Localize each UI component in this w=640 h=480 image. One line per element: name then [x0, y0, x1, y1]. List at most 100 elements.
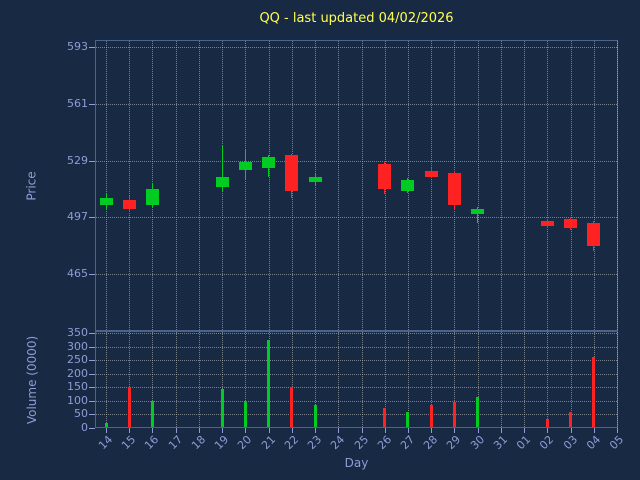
price-panel — [95, 40, 618, 331]
candle-body-day-04 — [587, 222, 601, 246]
price-tick-mark — [89, 103, 95, 105]
volume-tick-label-50: 50 — [74, 407, 88, 421]
volume-tick-label-0: 0 — [81, 421, 88, 434]
grid-line-horizontal — [96, 346, 617, 348]
candle-body-day-27 — [401, 180, 415, 191]
volume-tick-mark — [89, 346, 95, 348]
x-tick-mark — [593, 428, 595, 433]
x-tick-mark — [129, 428, 131, 433]
x-tick-mark — [106, 428, 107, 433]
x-axis-label: Day — [344, 456, 369, 470]
volume-bar-day-03 — [569, 411, 573, 427]
candle-wick-day-30 — [477, 206, 479, 223]
candle-body-day-16 — [145, 189, 159, 206]
volume-tick-label-350: 350 — [67, 326, 88, 339]
x-tick-mark — [338, 428, 340, 433]
grid-line-vertical — [361, 41, 363, 330]
volume-bar-day-26 — [383, 407, 387, 427]
volume-bar-day-15 — [127, 387, 131, 427]
grid-line-vertical — [222, 332, 224, 427]
grid-line-vertical — [617, 41, 618, 330]
price-tick-label-465: 465 — [67, 267, 88, 281]
grid-line-vertical — [315, 332, 317, 427]
x-tick-mark — [175, 428, 177, 433]
x-tick-mark — [245, 428, 247, 433]
x-tick-mark — [617, 428, 618, 433]
candle-body-day-29 — [447, 173, 461, 206]
grid-line-vertical — [129, 41, 131, 330]
grid-line-vertical — [547, 41, 549, 330]
grid-line-vertical — [431, 332, 433, 427]
x-tick-mark — [547, 428, 549, 433]
grid-line-vertical — [407, 332, 409, 427]
x-tick-mark — [500, 428, 502, 433]
price-axis-label: Price — [25, 170, 39, 201]
grid-line-vertical — [291, 332, 293, 427]
grid-line-horizontal — [96, 103, 617, 105]
x-tick-mark — [384, 428, 386, 433]
candle-body-day-19 — [215, 176, 229, 188]
grid-line-vertical — [315, 41, 317, 330]
grid-line-horizontal — [96, 160, 617, 162]
volume-bar-day-23 — [313, 404, 317, 427]
volume-tick-label-300: 300 — [67, 339, 88, 353]
grid-line-vertical — [106, 332, 107, 427]
volume-bar-day-29 — [452, 402, 456, 427]
grid-line-horizontal — [96, 333, 617, 334]
grid-line-vertical — [152, 332, 154, 427]
candle-body-day-14 — [99, 197, 113, 205]
price-axis-label-box: Price — [22, 40, 42, 331]
grid-line-vertical — [547, 332, 549, 427]
volume-tick-label-150: 150 — [67, 380, 88, 394]
volume-bar-day-28 — [429, 404, 433, 427]
volume-tick-mark — [89, 373, 95, 375]
candle-body-day-21 — [262, 157, 276, 168]
x-tick-mark — [477, 428, 479, 433]
x-tick-mark — [268, 428, 270, 433]
grid-line-vertical — [454, 332, 456, 427]
grid-line-horizontal — [96, 274, 617, 276]
candle-body-day-28 — [424, 171, 438, 177]
grid-line-vertical — [338, 41, 340, 330]
candle-body-day-02 — [540, 220, 554, 227]
x-tick-mark — [152, 428, 154, 433]
volume-tick-label-250: 250 — [67, 353, 88, 367]
grid-line-vertical — [338, 332, 340, 427]
x-tick-mark — [524, 428, 526, 433]
price-tick-label-529: 529 — [67, 153, 88, 167]
price-tick-mark — [89, 274, 95, 276]
grid-line-horizontal — [96, 400, 617, 402]
x-tick-mark — [407, 428, 409, 433]
volume-bar-day-27 — [406, 411, 410, 427]
price-tick-mark — [89, 47, 95, 49]
grid-line-vertical — [431, 41, 433, 330]
volume-tick-mark — [89, 428, 95, 429]
chart-title: QQ - last updated 04/02/2026 — [259, 11, 454, 26]
grid-line-vertical — [175, 332, 177, 427]
grid-line-vertical — [500, 41, 502, 330]
x-tick-mark — [222, 428, 224, 433]
price-tick-label-593: 593 — [67, 40, 88, 54]
grid-line-horizontal — [96, 47, 617, 49]
x-tick-mark — [198, 428, 200, 433]
x-tick-mark — [570, 428, 572, 433]
volume-axis-label: Volume (0000) — [25, 335, 40, 424]
grid-line-vertical — [570, 41, 572, 330]
volume-bar-day-19 — [220, 388, 224, 427]
price-tick-label-497: 497 — [67, 210, 88, 224]
volume-tick-mark — [89, 400, 95, 402]
volume-tick-mark — [89, 387, 95, 389]
x-tick-mark — [361, 428, 363, 433]
grid-line-vertical — [106, 41, 107, 330]
grid-line-vertical — [617, 332, 618, 427]
volume-tick-mark — [89, 360, 95, 362]
volume-bar-day-20 — [243, 400, 247, 427]
volume-axis-label-box: Volume (0000) — [22, 331, 42, 428]
grid-line-vertical — [570, 332, 572, 427]
volume-tick-mark — [89, 333, 95, 334]
price-tick-mark — [89, 160, 95, 162]
grid-line-vertical — [477, 41, 479, 330]
candle-body-day-15 — [122, 199, 136, 209]
